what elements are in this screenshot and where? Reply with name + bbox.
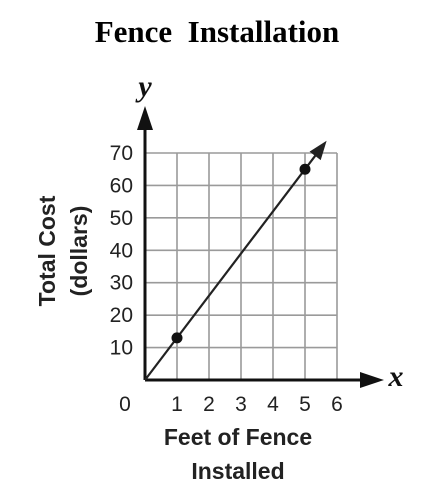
data-point bbox=[171, 332, 183, 344]
x-tick-label: 3 bbox=[235, 393, 247, 416]
axes bbox=[137, 106, 384, 388]
x-axis-label-line-1: Feet of Fence bbox=[164, 424, 312, 450]
y-tick-label: 30 bbox=[110, 272, 133, 295]
tick-labels: 1 2 3 4 5 6 10 20 30 40 50 60 70 bbox=[110, 142, 343, 416]
y-axis-label-line-1: Total Cost bbox=[34, 195, 60, 306]
x-tick-label: 1 bbox=[171, 393, 183, 416]
x-axis-label-line-2: Installed bbox=[191, 458, 284, 484]
x-tick-label: 5 bbox=[299, 393, 311, 416]
data-point bbox=[299, 163, 311, 175]
x-axis-letter: x bbox=[388, 360, 404, 393]
y-axis-arrow bbox=[137, 106, 153, 130]
y-tick-label: 50 bbox=[110, 207, 133, 230]
y-tick-label: 70 bbox=[110, 142, 133, 165]
x-tick-label: 4 bbox=[267, 393, 279, 416]
origin-label: 0 bbox=[119, 393, 131, 416]
y-axis-label-line-2: (dollars) bbox=[66, 206, 92, 297]
y-tick-label: 40 bbox=[110, 239, 133, 262]
grid bbox=[145, 152, 338, 380]
data-series bbox=[144, 140, 327, 381]
y-tick-label: 20 bbox=[110, 304, 133, 327]
x-axis-arrow bbox=[360, 372, 384, 388]
y-tick-label: 60 bbox=[110, 174, 133, 197]
x-tick-label: 2 bbox=[203, 393, 215, 416]
y-axis-letter: y bbox=[135, 70, 152, 103]
cost-line bbox=[144, 143, 326, 381]
y-tick-label: 10 bbox=[110, 337, 133, 360]
chart-title: Fence Installation bbox=[95, 14, 340, 49]
x-tick-label: 6 bbox=[331, 393, 343, 416]
cost-line-arrowhead bbox=[309, 140, 327, 161]
